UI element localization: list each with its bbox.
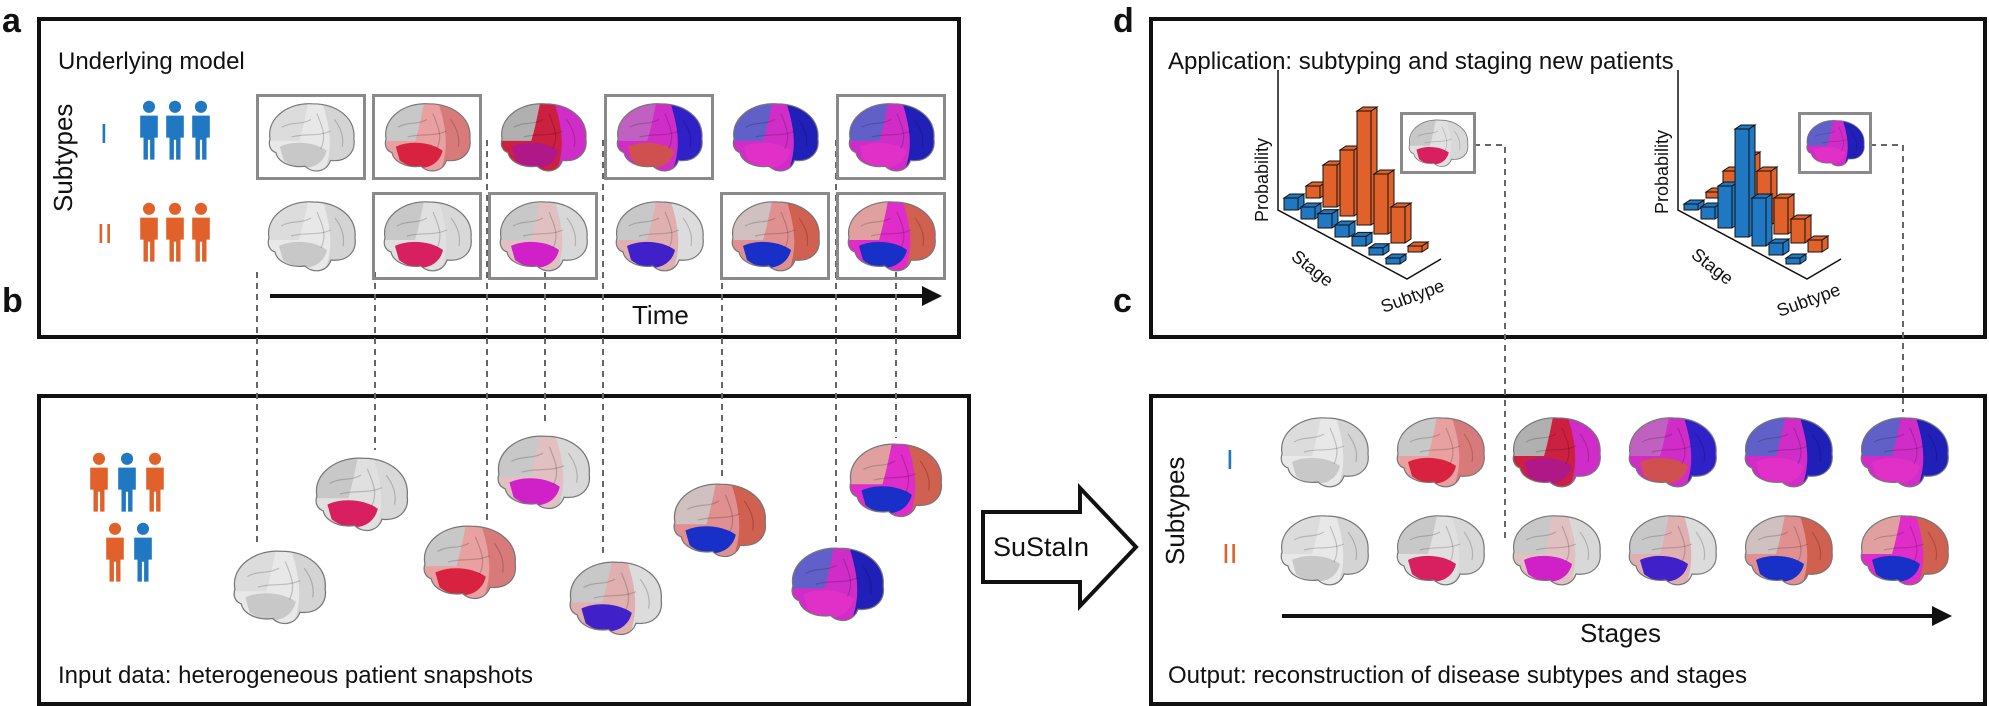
patient-snapshot-brain — [849, 443, 943, 518]
patient-snapshot-brain — [233, 550, 327, 625]
panel-letter-a: a — [2, 2, 21, 40]
chart-bar-top — [1282, 193, 1306, 199]
highlight-frame — [372, 192, 482, 280]
brain-output-subtype-2-stage-1 — [1280, 515, 1369, 586]
patient-snapshot-brain — [497, 435, 591, 510]
panel-b-title: Input data: heterogeneous patient snapsh… — [58, 662, 534, 689]
brain-output-subtype-2-stage-4 — [1628, 515, 1717, 586]
chart-bar-top — [1682, 199, 1706, 205]
chart-bar-top — [1733, 124, 1757, 130]
patient-snapshot-brain — [673, 483, 767, 558]
panel-letter-c: c — [1113, 282, 1132, 320]
brain-output-subtype-2-stage-6 — [1860, 515, 1949, 586]
sustain-label: SuStaIn — [993, 532, 1090, 562]
highlight-frame — [488, 192, 598, 280]
panel-d-title: Application: subtyping and staging new p… — [1168, 48, 1674, 75]
brain-output-subtype-1-stage-3 — [1512, 417, 1601, 488]
chart-bar-top — [1389, 202, 1413, 208]
highlight-frame — [256, 94, 366, 180]
chart-bar-top — [1384, 253, 1408, 259]
brain-subtype-1-stage-3 — [500, 103, 587, 172]
chart-bar-top — [1784, 253, 1808, 259]
brain-output-subtype-1-stage-5 — [1744, 417, 1833, 488]
brain-subtype-1-stage-2 — [384, 103, 471, 172]
brain-subtype-2-stage-3 — [499, 201, 588, 272]
brain-subtype-1-stage-1 — [268, 103, 355, 172]
chart-bar — [1390, 202, 1412, 244]
chart-bar-top — [1372, 169, 1396, 175]
chart-axes — [1677, 70, 1842, 280]
highlight-frame — [1798, 112, 1872, 174]
chart-1-ylabel: Probability — [1252, 137, 1272, 222]
highlight-frame — [836, 94, 946, 180]
highlight-frame — [604, 94, 714, 180]
chart-bar-top — [1299, 202, 1323, 208]
chart-2-ylabel: Probability — [1652, 129, 1672, 214]
panel-d — [1149, 17, 1987, 339]
brain-subtype-2-stage-1 — [267, 201, 356, 272]
panel-a-roman-2: II — [97, 218, 113, 249]
highlight-frame — [836, 192, 946, 280]
chart-bar-top — [1772, 193, 1796, 199]
brain-subtype-1-stage-4 — [616, 103, 703, 172]
chart-1 — [1277, 70, 1442, 280]
chart-bar-top — [1355, 106, 1379, 112]
panel-letter-b: b — [2, 282, 23, 320]
panel-c-roman-2: II — [1222, 538, 1238, 569]
panel-a-roman-1: I — [100, 118, 108, 149]
time-axis-label: Time — [632, 300, 689, 330]
chart-bar-top — [1806, 235, 1830, 241]
panel-c-roman-1: I — [1226, 444, 1234, 475]
highlight-frame — [372, 94, 482, 180]
patient-snapshot-brain — [423, 525, 517, 600]
brain-output-subtype-2-stage-2 — [1396, 515, 1485, 586]
chart-bar-top — [1316, 209, 1340, 215]
panel-a-title: Underlying model — [58, 48, 245, 75]
chart-bar — [1751, 193, 1773, 247]
chart-bar-top — [1750, 193, 1774, 199]
highlight-frame — [1400, 112, 1476, 174]
patient-snapshot-brain — [569, 561, 663, 636]
stages-axis-label: Stages — [1580, 618, 1661, 648]
panel-a — [37, 17, 961, 339]
brain-output-subtype-1-stage-2 — [1396, 417, 1485, 488]
brain-subtype-1-stage-5 — [732, 103, 819, 172]
brain-output-subtype-1-stage-4 — [1628, 417, 1717, 488]
chart-bar-top — [1333, 220, 1357, 226]
panel-c — [1149, 394, 1987, 706]
chart-bar-top — [1789, 214, 1813, 220]
chart-bar-top — [1755, 166, 1779, 172]
brain-output-subtype-2-stage-3 — [1512, 515, 1601, 586]
new-patient-brain-1 — [1408, 119, 1469, 167]
panel-c-title: Output: reconstruction of disease subtyp… — [1168, 662, 1748, 689]
brain-subtype-2-stage-5 — [731, 201, 820, 272]
brain-subtype-2-stage-4 — [615, 201, 704, 272]
chart-bar-top — [1406, 241, 1430, 247]
chart-bar-top — [1767, 238, 1791, 244]
chart-axes — [1277, 70, 1442, 280]
panel-letter-d: d — [1113, 2, 1134, 40]
patient-snapshot-brain — [315, 457, 409, 532]
brain-subtype-2-stage-2 — [383, 201, 472, 272]
brain-output-subtype-1-stage-1 — [1280, 417, 1369, 488]
chart-2 — [1677, 70, 1842, 280]
chart-bar-top — [1350, 231, 1374, 237]
brain-subtype-2-stage-6 — [847, 201, 936, 272]
new-patient-brain-2 — [1806, 120, 1865, 167]
panel-b — [37, 394, 971, 706]
highlight-frame — [720, 192, 830, 280]
brain-output-subtype-2-stage-5 — [1744, 515, 1833, 586]
chart-bar-top — [1367, 243, 1391, 249]
brain-output-subtype-1-stage-6 — [1860, 417, 1949, 488]
patient-snapshot-brain — [791, 547, 885, 622]
brain-subtype-1-stage-6 — [848, 103, 935, 172]
